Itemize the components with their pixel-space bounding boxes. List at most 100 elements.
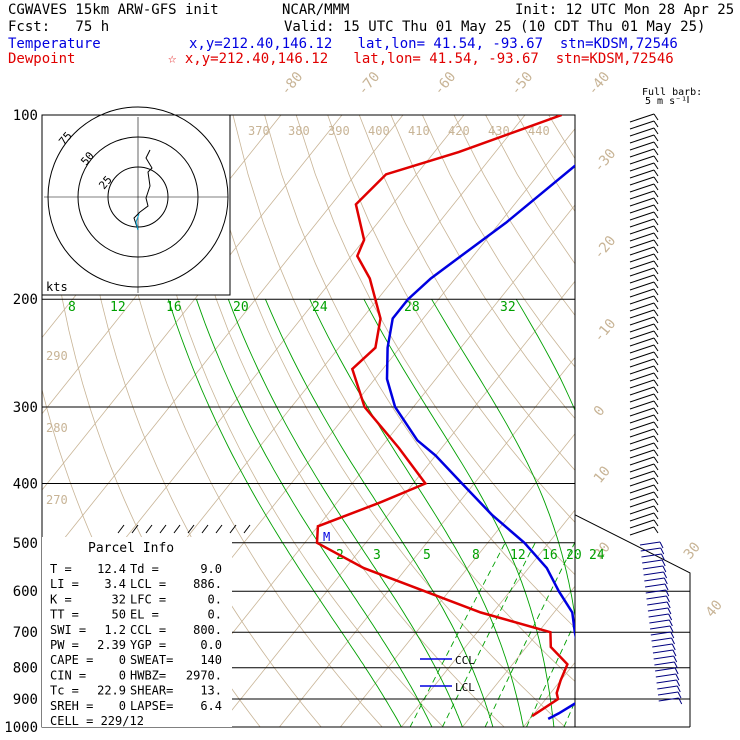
mixing-ratio-label: 5 (423, 548, 431, 563)
barb-key-title: Full barb: (642, 87, 702, 98)
theta-label: 410 (408, 124, 430, 138)
wind-barb-flag (653, 463, 659, 471)
wind-barb (629, 148, 655, 158)
parcel-value: 12.4 (97, 562, 126, 576)
wind-barb (629, 400, 655, 410)
wind-barb (649, 619, 670, 624)
parcel-label: LCL = (130, 577, 166, 591)
wind-barb (629, 519, 655, 529)
dry-adiabat (675, 115, 740, 740)
parcel-value: 0. (208, 592, 222, 606)
pressure-tick-label: 100 (13, 108, 38, 124)
parcel-value: 0.0 (200, 638, 222, 652)
dry-adiabat (201, 115, 566, 727)
wind-barb (640, 547, 661, 552)
wind-barb (639, 541, 661, 546)
pressure-tick-label: 500 (13, 536, 38, 552)
hatch-mark (229, 524, 237, 534)
barb-key-value: 5 m s⁻¹ (645, 96, 687, 107)
mixing-ratio-line (409, 542, 506, 727)
wind-barb-flag (666, 595, 670, 603)
wind-barb (629, 393, 655, 403)
isotherm-label: 40 (703, 597, 726, 620)
wind-barb-flag (653, 211, 659, 219)
dry-adiabat (232, 115, 575, 682)
wind-barb-flag (673, 661, 678, 669)
wind-barb (629, 225, 655, 235)
parcel-label: YGP = (130, 638, 166, 652)
parcel-label: Td = (130, 562, 159, 576)
mixing-ratio-label: 16 (166, 300, 182, 315)
wind-barb-flag (653, 134, 659, 142)
wind-barb-flag (653, 253, 659, 261)
wind-barb (629, 428, 655, 438)
parcel-value: 6.4 (200, 699, 222, 713)
isotherm-line (339, 433, 575, 727)
wind-barb (629, 134, 655, 144)
dry-adiabat (453, 115, 575, 316)
parcel-label: CAPE = (50, 653, 93, 667)
wind-barb (629, 211, 655, 221)
parcel-label: LFC = (130, 592, 166, 606)
isotherm-line (42, 115, 404, 567)
isotherm-label: -80 (278, 69, 307, 99)
parcel-value: 13. (200, 684, 222, 698)
wind-barb (629, 330, 655, 340)
wind-barb (658, 697, 679, 702)
parcel-value: 1.2 (104, 623, 126, 637)
hatch-mark (201, 524, 209, 534)
wind-barb (629, 386, 655, 396)
mixing-ratio-label: 20 (233, 300, 249, 315)
wind-barb (650, 631, 671, 636)
mixing-ratio-label: 32 (500, 300, 516, 315)
wind-barb-flag (669, 625, 674, 633)
mixing-ratio-label: 16 (542, 548, 558, 563)
theta-label: 370 (248, 124, 270, 138)
wind-barb (656, 679, 677, 684)
wind-barb (629, 204, 655, 214)
wind-barb-flag (653, 379, 659, 387)
temperature-legend: Temperature (8, 36, 101, 52)
mixing-ratio-label: 24 (589, 548, 605, 563)
wind-barb (657, 691, 679, 696)
isotherm-label: -40 (585, 69, 614, 99)
theta-label: 400 (368, 124, 390, 138)
wind-barb-flag (653, 113, 659, 121)
wind-barb (642, 559, 663, 564)
parcel-value: 140 (200, 653, 222, 667)
parcel-value: 0 (119, 653, 126, 667)
pressure-tick-label: 400 (13, 476, 38, 492)
parcel-value: 2970. (186, 668, 222, 682)
wind-barb-flag (663, 577, 668, 585)
wind-barb-flag (653, 442, 659, 450)
wind-barb-flag (653, 302, 659, 310)
dry-adiabat (422, 115, 575, 368)
parcel-cell: CELL = 229/12 (50, 714, 144, 728)
hatch-mark (173, 524, 181, 534)
wind-barb (629, 281, 655, 291)
wind-barb (629, 253, 655, 263)
wind-barb-flag (653, 225, 659, 233)
hodograph-units: kts (46, 280, 68, 294)
parcel-label: LI = (50, 577, 79, 591)
wind-barb-flag (653, 428, 659, 436)
dewpoint-legend: Dewpoint (8, 51, 76, 67)
wind-barb (629, 421, 655, 431)
wind-barb (655, 667, 676, 672)
sounding-lines (315, 115, 575, 721)
parcel-value: 3.4 (104, 577, 126, 591)
wind-barb (648, 613, 669, 618)
wind-barb (629, 351, 655, 361)
pressure-tick-label: 200 (13, 292, 38, 308)
wind-barb (657, 685, 678, 690)
parcel-label: CCL = (130, 623, 166, 637)
wind-barb (629, 526, 655, 536)
isotherm-label: -10 (591, 316, 620, 346)
wind-barb (647, 607, 668, 612)
isotherm-line (400, 509, 575, 727)
isotherm-line (278, 356, 575, 727)
parcel-value: 886. (193, 577, 222, 591)
wind-barb (629, 337, 655, 347)
dry-adiabat (327, 115, 575, 523)
